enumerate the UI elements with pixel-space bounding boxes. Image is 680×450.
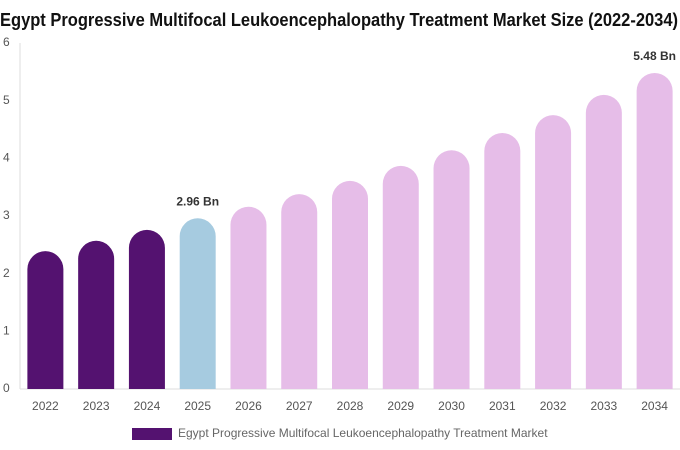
bar — [128, 229, 165, 389]
bar — [27, 251, 64, 389]
bar — [433, 150, 470, 389]
bar — [535, 115, 572, 390]
y-tick-label: 6 — [3, 35, 10, 49]
x-tick-label: 2029 — [387, 399, 414, 413]
x-tick-label: 2023 — [83, 399, 110, 413]
bar — [484, 132, 521, 389]
legend-label: Egypt Progressive Multifocal Leukoenceph… — [178, 426, 548, 440]
y-tick-label: 5 — [3, 93, 10, 107]
y-tick-label: 4 — [3, 151, 10, 165]
bar — [585, 94, 622, 389]
x-tick-label: 2033 — [590, 399, 617, 413]
x-tick-label: 2022 — [32, 399, 59, 413]
x-tick-label: 2024 — [134, 399, 161, 413]
x-tick-label: 2026 — [235, 399, 262, 413]
bar — [332, 180, 368, 389]
x-tick-label: 2030 — [438, 399, 465, 413]
value-label: 2.96 Bn — [176, 194, 219, 208]
x-tick-label: 2034 — [641, 399, 668, 413]
bar — [78, 240, 115, 389]
chart-title: Egypt Progressive Multifocal Leukoenceph… — [0, 10, 678, 30]
x-tick-label: 2032 — [540, 399, 567, 413]
legend-swatch — [132, 428, 172, 440]
value-label: 5.48 Bn — [633, 49, 676, 63]
bar — [179, 218, 216, 389]
bar — [230, 206, 267, 389]
x-tick-label: 2025 — [184, 399, 211, 413]
x-tick-label: 2028 — [337, 399, 364, 413]
bar — [382, 165, 419, 389]
y-tick-label: 3 — [3, 208, 10, 222]
bar — [281, 194, 318, 389]
y-tick-label: 1 — [3, 324, 10, 338]
y-tick-label: 2 — [3, 266, 10, 280]
x-tick-label: 2031 — [489, 399, 516, 413]
bar — [636, 72, 673, 389]
x-tick-label: 2027 — [286, 399, 313, 413]
y-tick-label: 0 — [3, 381, 10, 395]
